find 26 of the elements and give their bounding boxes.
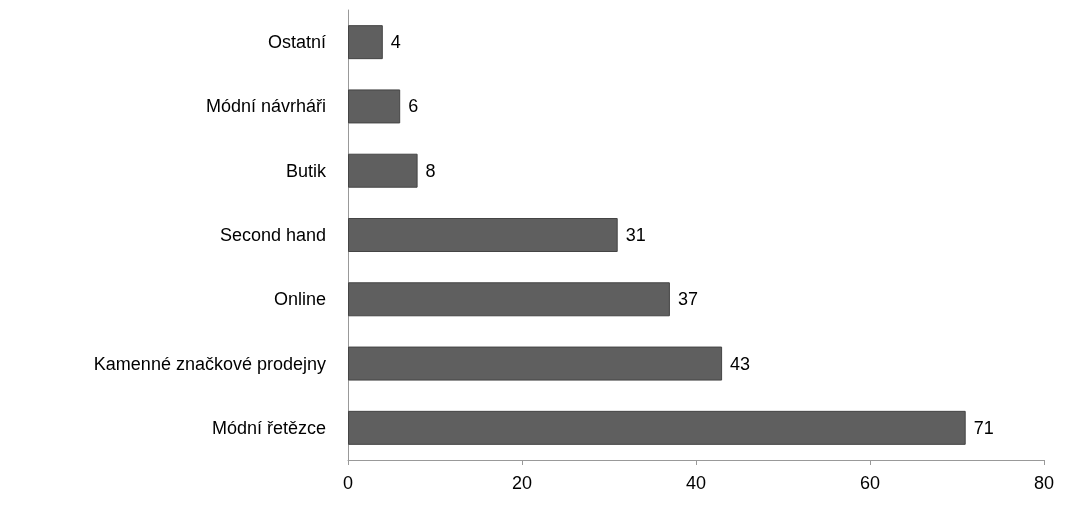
bar xyxy=(348,346,723,381)
x-tick-label: 20 xyxy=(511,473,533,493)
bar xyxy=(348,89,401,124)
bar xyxy=(348,153,418,188)
y-tick-label: Online xyxy=(273,289,326,310)
bar xyxy=(348,218,618,252)
data-label: 4 xyxy=(390,32,401,53)
bar xyxy=(348,410,966,445)
y-tick-label: Kamenné značkové prodejny xyxy=(93,353,326,374)
data-label: 6 xyxy=(408,96,419,117)
data-label: 37 xyxy=(677,289,698,310)
bar xyxy=(348,282,670,317)
y-tick-label: Módní řetězce xyxy=(211,417,326,438)
x-tick-label: 40 xyxy=(685,473,707,493)
data-label: 8 xyxy=(425,160,436,181)
data-label: 71 xyxy=(973,417,994,438)
x-tick-label: 60 xyxy=(859,473,881,493)
y-tick-label: Butik xyxy=(285,160,327,181)
x-tick-label: 0 xyxy=(342,473,354,493)
y-tick-label: Ostatní xyxy=(267,32,326,53)
y-tick-label: Módní návrháři xyxy=(205,96,326,117)
data-label: 31 xyxy=(625,225,646,245)
data-label: 43 xyxy=(730,353,751,374)
bar xyxy=(348,25,383,60)
x-tick-label: 80 xyxy=(1033,473,1055,493)
y-tick-label: Second hand xyxy=(219,225,326,245)
